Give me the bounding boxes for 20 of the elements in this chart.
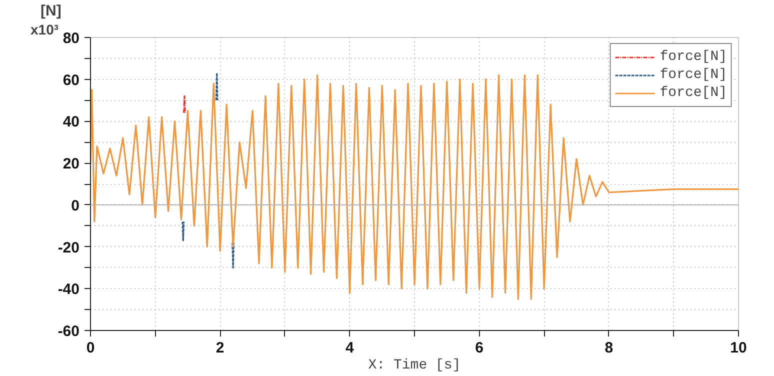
y-tick-label: 40: [62, 114, 80, 131]
x-tick-label: 4: [346, 340, 355, 356]
y-tick-label: -20: [58, 239, 80, 256]
legend-label: force[N]: [660, 84, 727, 102]
x-axis-title: X: Time [s]: [368, 358, 461, 374]
x-tick-label: 8: [604, 340, 614, 356]
y-tick-label: -40: [58, 281, 80, 298]
x-tick-label: 0: [86, 340, 95, 356]
y-axis-title: [N]: [40, 2, 62, 20]
y-tick-label: 80: [62, 30, 80, 47]
y-tick-label: 0: [71, 197, 80, 214]
y-tick-label: -60: [58, 323, 80, 340]
x-tick-label: 6: [475, 340, 484, 356]
x-tick-label: 2: [216, 340, 224, 356]
y-tick-label: 20: [62, 156, 80, 173]
y-tick-label: 60: [62, 72, 80, 89]
text: x10³: [30, 22, 59, 38]
x-tick-label: 10: [730, 340, 747, 356]
legend-label: force[N]: [660, 48, 727, 66]
legend-label: force[N]: [660, 66, 727, 84]
